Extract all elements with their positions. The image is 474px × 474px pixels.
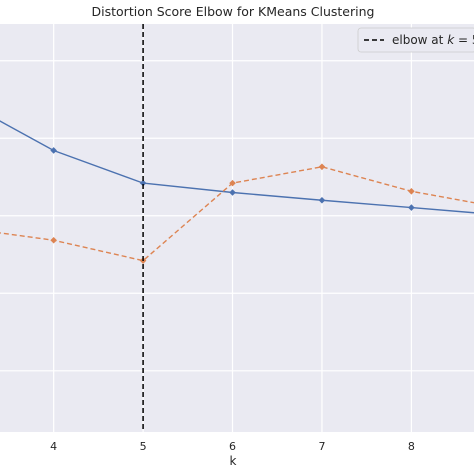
series-2-point (229, 179, 236, 187)
series-1-point (318, 196, 326, 204)
plot-background (0, 24, 474, 432)
x-tick-labels: 4 5 6 7 8 (50, 440, 415, 453)
x-axis-label: k (230, 454, 237, 468)
x-tick-label: 5 (140, 440, 147, 453)
legend-box (357, 27, 474, 53)
series-1-point (408, 204, 415, 211)
series-group (0, 120, 474, 264)
legend-suffix: = 5 (454, 33, 474, 47)
legend-label: elbow at k = 5 (392, 33, 474, 47)
series-1-point (50, 147, 57, 154)
series-2-point (408, 187, 415, 195)
x-tick-label: 7 (318, 440, 325, 453)
series-1-point (139, 179, 147, 187)
legend-variable: k (447, 33, 455, 47)
series-2-point (318, 163, 326, 171)
chart-title: Distortion Score Elbow for KMeans Cluste… (92, 4, 375, 19)
series-1-point (229, 189, 236, 196)
x-tick-label: 4 (50, 440, 57, 453)
x-tick-label: 8 (408, 440, 415, 453)
legend-prefix: elbow at (392, 33, 447, 47)
series-2-point (50, 236, 57, 244)
legend: elbow at k = 5 (357, 27, 474, 53)
x-tick-label: 6 (229, 440, 236, 453)
